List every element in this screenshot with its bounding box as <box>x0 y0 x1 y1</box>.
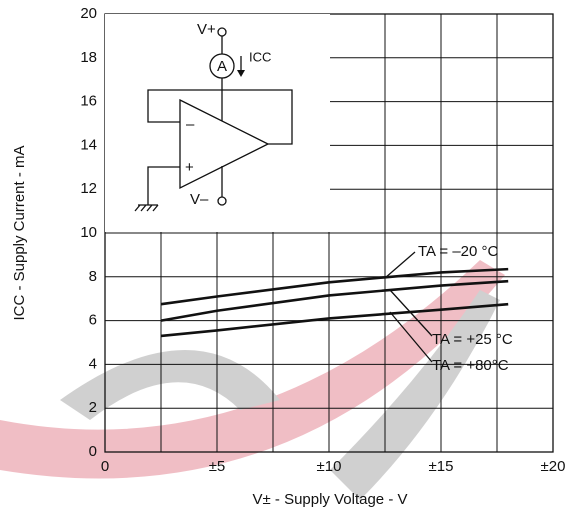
wire <box>147 166 180 205</box>
data-line <box>160 267 509 306</box>
x-axis-label: V± - Supply Voltage - V <box>253 491 408 508</box>
inset-label: V+ <box>197 21 216 38</box>
y-tick-label: 2 <box>89 399 97 416</box>
watermark-arc <box>0 260 505 479</box>
data-line <box>160 302 509 338</box>
leader <box>384 251 416 279</box>
feedback <box>147 89 293 145</box>
inset-background <box>105 14 330 232</box>
arrow-head <box>237 70 245 77</box>
y-tick-label: 20 <box>80 5 97 22</box>
ground <box>134 204 159 212</box>
y-tick-label: 18 <box>80 49 97 66</box>
y-tick-label: 10 <box>80 224 97 241</box>
terminal <box>217 196 227 206</box>
y-tick-label: 4 <box>89 355 97 372</box>
y-tick-label: 12 <box>80 180 97 197</box>
inset-label: A <box>217 58 227 75</box>
inset-label: V– <box>190 191 209 208</box>
leader <box>389 311 433 363</box>
inset-circuit: V+ A ICC – + V– <box>134 21 293 212</box>
y-tick-label: 14 <box>80 136 97 153</box>
inset-label: – <box>186 116 195 133</box>
series-label: TA = +80°C <box>432 357 509 374</box>
x-tick-label: 0 <box>101 458 109 475</box>
x-tick-label: ±5 <box>209 458 226 475</box>
y-tick-label: 6 <box>89 312 97 329</box>
series-label: TA = +25 °C <box>432 331 513 348</box>
watermark-arc <box>330 290 500 500</box>
op-amp <box>179 98 270 190</box>
y-tick-label: 8 <box>89 268 97 285</box>
data-line <box>160 279 509 322</box>
x-tick-label: ±15 <box>429 458 454 475</box>
inset-label: ICC <box>249 49 271 64</box>
y-tick-label: 16 <box>80 93 97 110</box>
series-label: TA = –20 °C <box>418 243 499 260</box>
inset-label: + <box>185 159 194 176</box>
x-tick-label: ±10 <box>317 458 342 475</box>
x-tick-label: ±20 <box>541 458 566 475</box>
watermark-arc <box>60 350 280 420</box>
y-axis-label: ICC - Supply Current - mA <box>11 145 28 320</box>
watermark <box>0 260 505 500</box>
y-tick-label: 0 <box>89 443 97 460</box>
